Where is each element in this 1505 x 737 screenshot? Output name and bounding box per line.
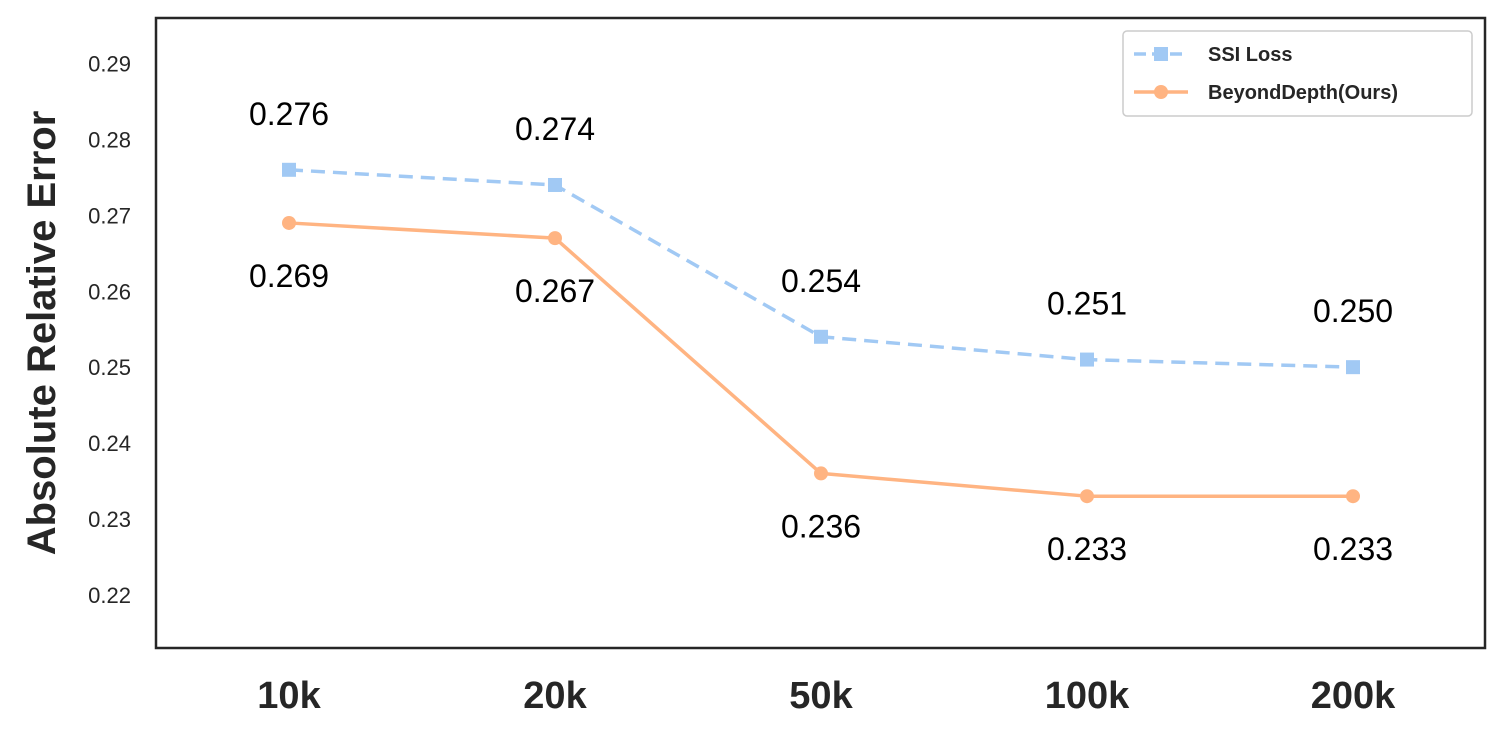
- y-tick-label: 0.22: [88, 583, 131, 608]
- data-point-ssi-loss: [1080, 352, 1094, 367]
- data-point-beyonddepth: [1080, 489, 1094, 504]
- y-tick-label: 0.24: [88, 431, 131, 456]
- data-point-ssi-loss: [282, 162, 296, 177]
- x-axis-ticks: 10k 20k 50k 100k 200k: [257, 675, 1396, 717]
- data-label-ssi-loss: 0.250: [1313, 293, 1393, 329]
- data-label-ssi-loss: 0.276: [249, 96, 329, 132]
- y-tick-label: 0.23: [88, 507, 131, 532]
- data-label-beyonddepth: 0.236: [781, 508, 861, 544]
- data-point-ssi-loss: [548, 177, 562, 192]
- data-point-beyonddepth: [1346, 489, 1360, 504]
- y-axis-ticks: 0.22 0.23 0.24 0.25 0.26 0.27 0.28 0.29: [88, 52, 131, 608]
- legend: SSI Loss BeyondDepth(Ours): [1122, 30, 1473, 117]
- data-point-beyonddepth: [548, 231, 562, 246]
- x-tick-label: 100k: [1045, 675, 1130, 717]
- legend-marker-beyonddepth: [1154, 85, 1168, 99]
- data-label-beyonddepth: 0.267: [515, 273, 595, 309]
- plot-frame: [154, 16, 1487, 650]
- y-tick-label: 0.26: [88, 279, 131, 304]
- y-tick-label: 0.27: [88, 203, 131, 228]
- data-point-beyonddepth: [814, 466, 828, 481]
- x-tick-label: 10k: [257, 675, 321, 717]
- legend-label-beyonddepth: BeyondDepth(Ours): [1208, 82, 1398, 104]
- data-point-ssi-loss: [814, 329, 828, 344]
- legend-frame: [1122, 30, 1473, 117]
- data-point-beyonddepth: [282, 215, 296, 230]
- y-tick-label: 0.25: [88, 355, 131, 380]
- data-label-beyonddepth: 0.269: [249, 258, 329, 294]
- y-axis-label: Absolute Relative Error: [20, 111, 64, 556]
- data-label-beyonddepth: 0.233: [1047, 531, 1127, 567]
- series-layer: [282, 162, 1360, 504]
- y-tick-label: 0.29: [88, 52, 131, 77]
- data-point-ssi-loss: [1346, 360, 1360, 375]
- x-tick-label: 20k: [523, 675, 587, 717]
- data-label-beyonddepth: 0.233: [1313, 531, 1393, 567]
- data-label-ssi-loss: 0.274: [515, 111, 595, 147]
- data-label-layer: 0.276 0.274 0.254 0.251 0.250 0.269 0.267 0.236…: [249, 96, 1393, 567]
- legend-marker-ssi-loss: [1154, 47, 1168, 61]
- legend-label-ssi-loss: SSI Loss: [1208, 44, 1292, 66]
- x-tick-label: 200k: [1311, 675, 1396, 717]
- data-label-ssi-loss: 0.251: [1047, 286, 1127, 322]
- y-tick-label: 0.28: [88, 127, 131, 152]
- data-label-ssi-loss: 0.254: [781, 263, 861, 299]
- x-tick-label: 50k: [789, 675, 853, 717]
